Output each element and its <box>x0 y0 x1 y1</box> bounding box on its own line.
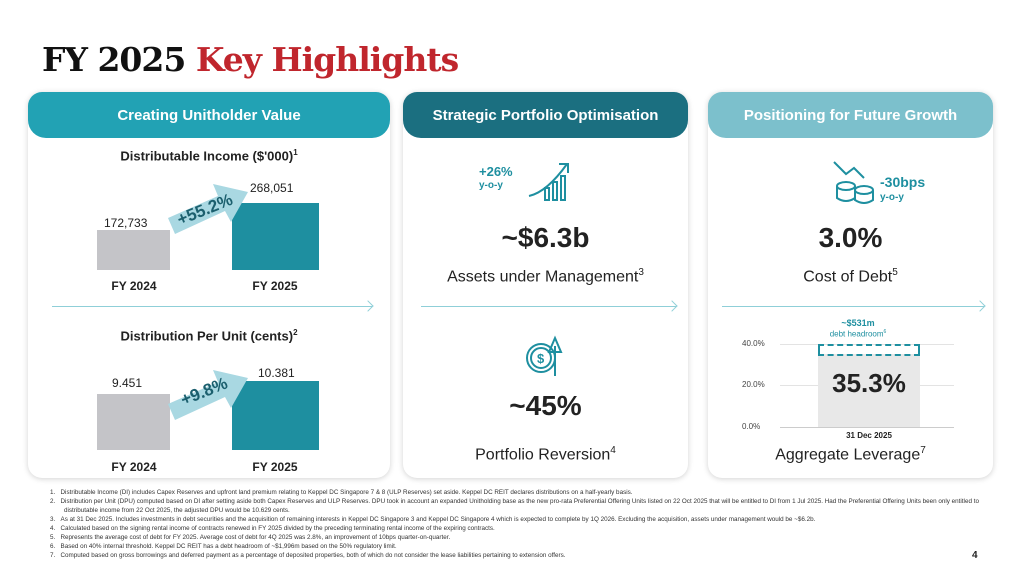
growth-arrow-icon <box>168 370 248 420</box>
cost-label: Cost of Debt5 <box>803 267 898 286</box>
reversion-value: ~45% <box>509 390 582 421</box>
bar-fy2024 <box>97 393 170 450</box>
headroom-box <box>818 344 920 356</box>
bar-value-label: 9.451 <box>112 376 143 390</box>
cost-change: -30bps <box>880 174 926 190</box>
cost-change-sub: y-o-y <box>880 192 904 203</box>
dollar-up-icon: $ <box>526 335 563 376</box>
footnotes: 1. Distributable Income (DI) includes Ca… <box>50 489 979 559</box>
panel-header: Creating Unitholder Value <box>28 92 390 138</box>
aum-change-sub: y-o-y <box>479 180 503 191</box>
bar-fy2024 <box>97 230 170 270</box>
category-label: FY 2025 <box>252 460 298 474</box>
divider-arrow <box>722 306 984 307</box>
chart-title: Distribution Per Unit (cents)2 <box>120 328 298 344</box>
divider-arrow <box>52 306 372 307</box>
panel-header: Positioning for Future Growth <box>708 92 993 138</box>
headroom-label: debt headroom6 <box>829 329 887 339</box>
aum-change: +26% <box>479 164 513 179</box>
category-label: FY 2024 <box>111 279 157 293</box>
bar-fy2025 <box>232 203 319 270</box>
panel-portfolio-optimisation: Strategic Portfolio Optimisation +26% y-… <box>403 92 688 478</box>
divider-arrow <box>421 306 676 307</box>
category-label: FY 2025 <box>252 279 298 293</box>
category-label: 31 Dec 2025 <box>846 431 892 440</box>
y-tick: 40.0% <box>742 339 765 348</box>
page-number: 4 <box>972 550 978 561</box>
growth-arrow-icon <box>168 184 248 234</box>
leverage-bar <box>818 353 920 427</box>
panel-header: Strategic Portfolio Optimisation <box>403 92 688 138</box>
growth-chart-icon <box>528 163 569 201</box>
panel-unitholder-value: Creating Unitholder Value Distributable … <box>28 92 390 478</box>
aum-value: ~$6.3b <box>501 222 590 253</box>
aum-label: Assets under Management3 <box>447 267 644 286</box>
y-tick: 0.0% <box>742 422 761 431</box>
bar-value-label: 10.381 <box>258 366 295 380</box>
y-tick: 20.0% <box>742 380 765 389</box>
cost-value: 3.0% <box>818 222 883 253</box>
svg-text:$: $ <box>537 351 545 366</box>
leverage-value: 35.3% <box>832 368 906 398</box>
gridline <box>780 427 954 428</box>
coins-down-icon <box>833 161 874 204</box>
bar-fy2025 <box>232 381 319 450</box>
page-title: FY 2025 Key Highlights <box>42 40 459 79</box>
headroom-value: ~$531m <box>841 318 875 328</box>
bar-value-label: 172,733 <box>104 216 148 230</box>
category-label: FY 2024 <box>111 460 157 474</box>
panel-future-growth: Positioning for Future Growth -30bps y-o… <box>708 92 993 478</box>
bar-value-label: 268,051 <box>250 181 294 195</box>
reversion-label: Portfolio Reversion4 <box>475 445 616 464</box>
leverage-label: Aggregate Leverage7 <box>775 445 926 464</box>
chart-title: Distributable Income ($'000)1 <box>120 148 298 164</box>
